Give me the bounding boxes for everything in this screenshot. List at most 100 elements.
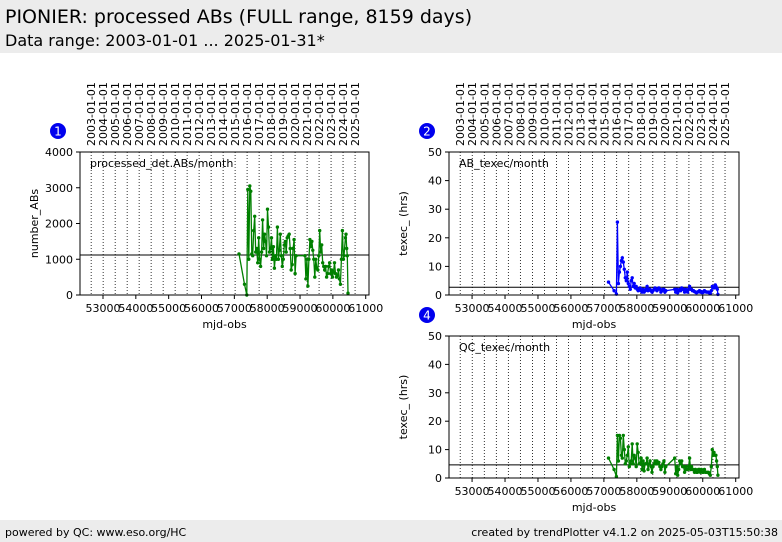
chart3-data-point — [709, 464, 713, 469]
chart2-top-date-label: 2023-01-01 — [695, 82, 708, 146]
chart3-data-point — [710, 447, 714, 452]
chart3-data-point — [634, 464, 638, 469]
chart1-data-point — [266, 225, 271, 229]
chart1-data-point — [307, 257, 311, 261]
chart1-data-point — [344, 232, 348, 236]
chart3-x-tick-label: 56000 — [553, 485, 588, 498]
chart2-x-tick-label: 61000 — [718, 302, 753, 315]
chart3-data-point — [620, 456, 624, 460]
chart2-data-point — [625, 270, 629, 274]
chart3-data-point — [612, 467, 616, 472]
chart1-number-badge — [50, 123, 66, 139]
chart2-top-date-label: 2007-01-01 — [502, 82, 515, 146]
chart3-data-point — [715, 464, 719, 469]
chart1-data-point — [277, 248, 281, 252]
chart1-data-point — [287, 232, 291, 236]
chart2-data-point — [621, 260, 625, 264]
chart3-annotation: QC_texec/month — [459, 341, 550, 354]
chart2-top-date-label: 2008-01-01 — [514, 82, 527, 146]
chart1-data-point — [311, 248, 315, 252]
chart3-y-tick-label: 30 — [428, 387, 442, 400]
chart1-top-date-label: 2016-01-01 — [241, 82, 254, 146]
chart1-x-tick-label: 56000 — [184, 302, 219, 315]
chart3-data-point — [628, 462, 632, 466]
chart2-y-tick-label: 50 — [428, 146, 442, 159]
chart1-data-point — [269, 236, 274, 240]
chart1-x-tick-label: 55000 — [151, 302, 186, 315]
chart3-data-point — [682, 470, 687, 474]
chart1-data-point — [256, 261, 260, 265]
chart3-data-point — [641, 459, 645, 463]
chart1-data-point — [270, 257, 275, 261]
chart2-x-tick-label: 60000 — [685, 302, 720, 315]
chart3-data-point — [689, 464, 694, 469]
chart1-x-tick-label: 57000 — [217, 302, 252, 315]
chart3-y-axis-label: texec_ (hrs) — [397, 375, 410, 440]
chart1-data-point — [254, 250, 258, 254]
chart1-top-date-label: 2024-01-01 — [337, 82, 350, 146]
chart1-x-axis-label: mjd-obs — [202, 318, 247, 331]
chart1-y-axis-label: number_ABs — [28, 189, 41, 259]
chart3-data-point — [618, 436, 623, 440]
chart3-data-point — [646, 467, 650, 472]
chart2-frame — [448, 151, 740, 296]
chart1-top-date-label: 2022-01-01 — [313, 82, 326, 146]
chart1-data-point — [257, 257, 262, 261]
chart3-data-point — [702, 467, 707, 472]
chart3-data-point — [677, 467, 681, 472]
chart1-x-tick-label: 53000 — [85, 302, 120, 315]
chart2-top-date-label: 2013-01-01 — [575, 82, 588, 146]
chart1-annotation: processed_det.ABs/month — [90, 157, 233, 170]
chart3-data-point — [617, 433, 622, 438]
chart1-data-point — [293, 271, 297, 276]
chart1-top-date-label: 2018-01-01 — [265, 82, 278, 146]
chart3-data-point — [695, 470, 700, 474]
chart3-data-point — [614, 474, 619, 479]
chart1-data-point — [248, 184, 252, 188]
chart2-x-tick-label: 53000 — [455, 302, 490, 315]
chart2-y-tick-label: 0 — [435, 289, 442, 302]
chart3-y-tick-label: 10 — [428, 444, 442, 457]
chart3-data-point — [657, 460, 661, 465]
chart2-data-point — [638, 286, 642, 290]
chart1-top-date-label: 2021-01-01 — [301, 82, 314, 146]
chart2-top-date-label: 2025-01-01 — [719, 82, 732, 146]
chart2-data-point — [708, 291, 712, 296]
chart1-data-point — [276, 257, 281, 261]
chart3-data-point — [699, 467, 704, 472]
chart1-data-point — [279, 254, 283, 258]
chart3-data-point — [714, 453, 718, 457]
chart3-x-axis-label: mjd-obs — [572, 501, 617, 514]
chart1-y-tick-label: 4000 — [45, 146, 73, 159]
chart1-data-point — [314, 257, 318, 261]
chart1-data-point — [242, 282, 247, 286]
chart2-y-tick-label: 30 — [428, 203, 442, 216]
chart1-data-point — [328, 271, 333, 276]
chart1-top-date-label: 2012-01-01 — [193, 82, 206, 146]
chart1-number-badge-label: 1 — [54, 125, 62, 139]
chart1-y-tick-label: 3000 — [45, 182, 73, 195]
chart3-data-point — [629, 459, 633, 463]
chart2-top-date-label: 2012-01-01 — [563, 82, 576, 146]
chart1-data-point — [341, 257, 346, 261]
chart1-data-point — [283, 239, 287, 244]
chart3-data-point — [660, 464, 664, 469]
chart1-data-point — [345, 254, 349, 258]
chart2-top-date-label: 2018-01-01 — [635, 82, 648, 146]
chart3-x-tick-label: 57000 — [586, 485, 621, 498]
chart3-x-tick-label: 60000 — [685, 485, 720, 498]
chart1-top-date-label: 2008-01-01 — [145, 82, 158, 146]
chart3-data-point — [642, 469, 646, 473]
chart1-top-date-label: 2007-01-01 — [133, 82, 146, 146]
chart1-top-date-label: 2019-01-01 — [277, 82, 290, 146]
chart3-frame — [448, 335, 740, 479]
chart1-data-point — [263, 239, 268, 244]
chart1-x-tick-label: 54000 — [118, 302, 153, 315]
chart1-data-point — [260, 218, 265, 222]
chart2-data-point — [616, 281, 621, 286]
chart1-data-point — [273, 254, 278, 258]
chart3-number-badge — [419, 307, 435, 323]
chart1-data-point — [258, 264, 263, 269]
chart2-data-point — [612, 289, 616, 293]
